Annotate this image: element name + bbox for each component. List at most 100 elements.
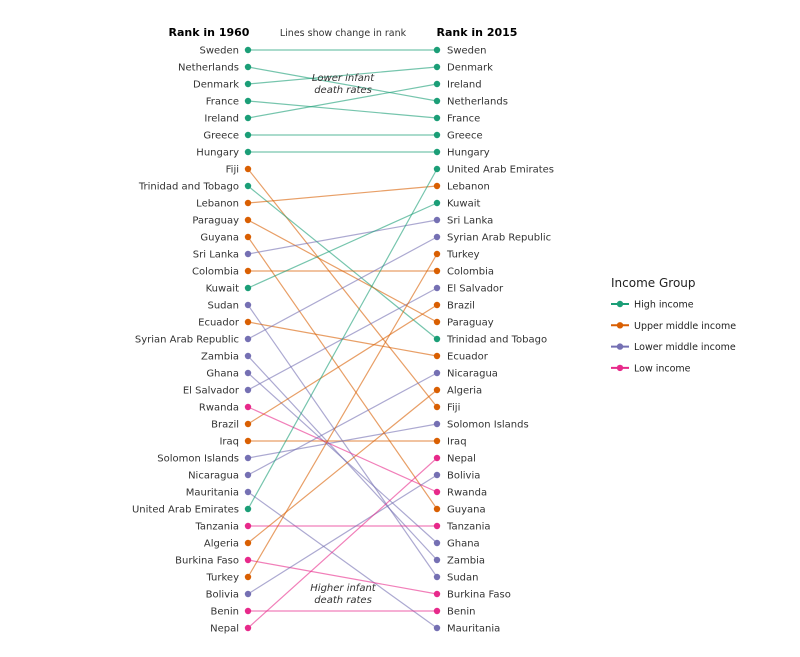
dot-1960-nicaragua — [244, 471, 252, 479]
label-1960-denmark: Denmark — [193, 80, 239, 91]
dot-1960-benin — [244, 607, 252, 615]
annotation-top-line-1: Lower infant — [312, 73, 375, 84]
dot-1960-ecuador — [244, 318, 252, 326]
label-2015-united-arab-emirates: United Arab Emirates — [447, 165, 554, 176]
slope-line-mauritania — [247, 491, 438, 629]
label-1960-el-salvador: El Salvador — [183, 386, 240, 397]
slope-line-guyana — [247, 236, 438, 510]
annotations: Lower infant death rates Higher infant d… — [310, 73, 377, 606]
label-1960-sri-lanka: Sri Lanka — [193, 250, 239, 261]
slope-line-sri-lanka — [247, 219, 438, 255]
dot-2015-bolivia — [433, 471, 441, 479]
slope-lines — [247, 49, 438, 629]
slope-line-trinidad-and-tobago — [247, 185, 438, 340]
label-1960-mauritania: Mauritania — [186, 488, 239, 499]
label-2015-turkey: Turkey — [446, 250, 480, 261]
label-2015-denmark: Denmark — [447, 63, 493, 74]
slope-line-brazil — [247, 304, 438, 425]
label-1960-benin: Benin — [211, 607, 239, 618]
label-2015-nepal: Nepal — [447, 454, 476, 465]
label-2015-brazil: Brazil — [447, 301, 475, 312]
dot-1960-solomon-islands — [244, 454, 252, 462]
dot-2015-guyana — [433, 505, 441, 513]
label-1960-lebanon: Lebanon — [196, 199, 239, 210]
label-1960-colombia: Colombia — [192, 267, 239, 278]
legend-dot-lower-middle-income — [616, 343, 624, 350]
label-1960-ghana: Ghana — [206, 369, 239, 380]
chart-subtitle: Lines show change in rank — [280, 28, 407, 39]
dot-1960-kuwait — [244, 284, 252, 292]
label-2015-bolivia: Bolivia — [447, 471, 480, 482]
dot-2015-tanzania — [433, 522, 441, 530]
label-1960-netherlands: Netherlands — [178, 63, 239, 74]
slope-line-nepal — [247, 457, 438, 629]
label-1960-france: France — [206, 97, 239, 108]
slope-line-denmark — [247, 66, 438, 85]
dot-2015-rwanda — [433, 488, 441, 496]
label-1960-turkey: Turkey — [205, 573, 239, 584]
label-2015-iraq: Iraq — [447, 437, 467, 448]
label-1960-kuwait: Kuwait — [206, 284, 239, 295]
dot-2015-hungary — [433, 148, 441, 156]
dot-1960-greece — [244, 131, 252, 139]
label-1960-brazil: Brazil — [211, 420, 239, 431]
slope-line-ireland — [247, 83, 438, 119]
label-1960-ecuador: Ecuador — [198, 318, 240, 329]
label-2015-colombia: Colombia — [447, 267, 494, 278]
label-2015-france: France — [447, 114, 480, 125]
label-1960-solomon-islands: Solomon Islands — [157, 454, 239, 465]
label-2015-syrian-arab-republic: Syrian Arab Republic — [447, 233, 551, 244]
label-2015-lebanon: Lebanon — [447, 182, 490, 193]
label-2015-rwanda: Rwanda — [447, 488, 487, 499]
dot-1960-france — [244, 97, 252, 105]
dot-1960-netherlands — [244, 63, 252, 71]
dot-1960-nepal — [244, 624, 252, 632]
dot-2015-united-arab-emirates — [433, 165, 441, 173]
label-2015-sudan: Sudan — [447, 573, 479, 584]
label-1960-guyana: Guyana — [200, 233, 239, 244]
dot-1960-sweden — [244, 46, 252, 54]
dot-1960-mauritania — [244, 488, 252, 496]
label-1960-iraq: Iraq — [219, 437, 239, 448]
label-2015-burkina-faso: Burkina Faso — [447, 590, 511, 601]
label-2015-paraguay: Paraguay — [447, 318, 494, 329]
legend-dot-upper-middle-income — [616, 322, 624, 329]
dot-2015-greece — [433, 131, 441, 139]
label-2015-hungary: Hungary — [447, 148, 490, 159]
dot-2015-netherlands — [433, 97, 441, 105]
dot-2015-paraguay — [433, 318, 441, 326]
country-labels: Sweden Sweden Netherlands Netherlands Denmar… — [132, 46, 554, 635]
dot-2015-ireland — [433, 80, 441, 88]
slope-line-bolivia — [247, 474, 438, 595]
dot-1960-brazil — [244, 420, 252, 428]
right-header: Rank in 2015 — [437, 26, 518, 39]
label-2015-greece: Greece — [447, 131, 483, 142]
annotation-bottom-line-2: death rates — [314, 595, 372, 606]
slope-line-lebanon — [247, 185, 438, 204]
slope-line-algeria — [247, 389, 438, 544]
label-2015-nicaragua: Nicaragua — [447, 369, 498, 380]
dot-2015-fiji — [433, 403, 441, 411]
dot-2015-denmark — [433, 63, 441, 71]
legend-label-high-income: High income — [634, 300, 694, 311]
dot-2015-trinidad-and-tobago — [433, 335, 441, 343]
label-1960-sweden: Sweden — [199, 46, 239, 57]
label-2015-el-salvador: El Salvador — [447, 284, 504, 295]
label-2015-fiji: Fiji — [447, 403, 460, 414]
label-1960-algeria: Algeria — [204, 539, 239, 550]
slope-line-nicaragua — [247, 372, 438, 476]
dot-2015-mauritania — [433, 624, 441, 632]
annotation-top-line-2: death rates — [314, 85, 372, 96]
dot-2015-el-salvador — [433, 284, 441, 292]
slope-line-netherlands — [247, 66, 438, 102]
dot-2015-iraq — [433, 437, 441, 445]
slope-line-rwanda — [247, 406, 438, 493]
dot-1960-sudan — [244, 301, 252, 309]
slope-line-france — [247, 100, 438, 119]
dot-1960-sri-lanka — [244, 250, 252, 258]
dot-2015-zambia — [433, 556, 441, 564]
legend-label-upper-middle-income: Upper middle income — [634, 321, 736, 332]
legend: Income Group High income Upper middle inc… — [611, 276, 736, 374]
dot-2015-ghana — [433, 539, 441, 547]
